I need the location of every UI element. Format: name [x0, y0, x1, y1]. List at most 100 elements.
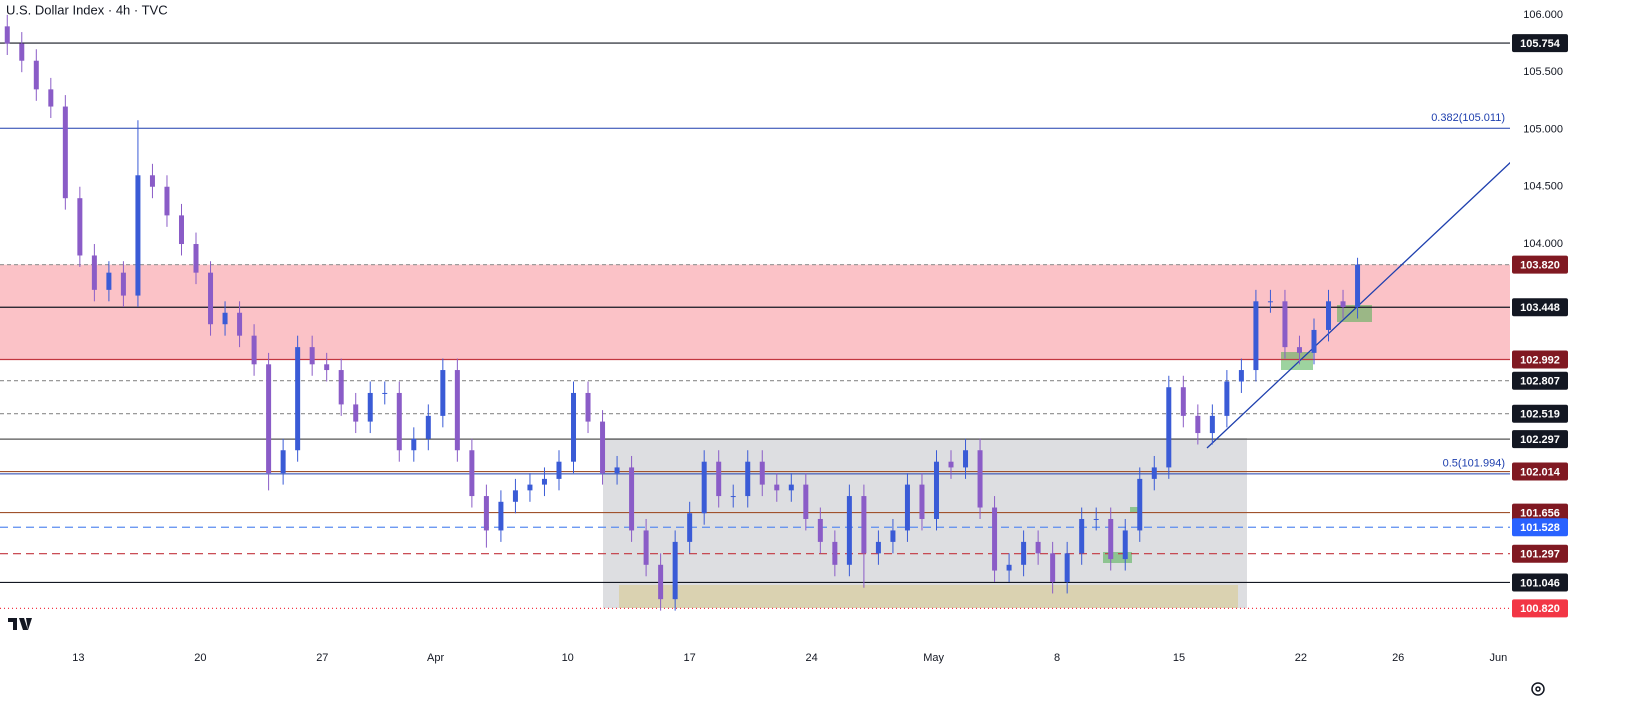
candle-body	[948, 461, 954, 468]
candle-body	[1079, 518, 1085, 554]
candle-body	[788, 484, 794, 491]
y-tick-label: 105.500	[1523, 66, 1563, 78]
x-tick-label: 24	[806, 652, 818, 664]
candle-body	[701, 461, 707, 514]
candle-body	[483, 496, 489, 531]
candle-body	[19, 43, 25, 61]
price-box	[1512, 462, 1568, 481]
logo	[8, 618, 32, 630]
price-box	[1512, 371, 1568, 390]
candle-body	[149, 175, 155, 187]
price-box	[1512, 404, 1568, 423]
candle-body	[629, 467, 635, 531]
candle-body	[1326, 301, 1332, 330]
candle-body	[498, 501, 504, 531]
candle-body	[1355, 264, 1361, 308]
candle-body	[1238, 370, 1244, 382]
candle-body	[309, 347, 315, 365]
price-box	[1512, 518, 1568, 537]
candle-body	[1180, 387, 1186, 416]
highlight-box	[1130, 507, 1141, 513]
y-tick-label: 105.000	[1523, 123, 1563, 135]
candle-body	[251, 335, 257, 365]
x-tick-label: May	[923, 652, 944, 664]
x-tick-label: Apr	[427, 652, 444, 664]
candle-body	[338, 370, 344, 405]
price-box-label: 102.519	[1520, 409, 1560, 421]
x-tick-label: 20	[194, 652, 206, 664]
x-tick-label: 8	[1054, 652, 1060, 664]
price-box-label: 101.528	[1520, 522, 1560, 534]
candle-body	[992, 507, 998, 571]
price-box-label: 103.820	[1520, 260, 1560, 272]
x-tick-label: Jun	[1490, 652, 1508, 664]
candle-body	[367, 392, 373, 422]
price-box	[1512, 255, 1568, 274]
candle-body	[803, 484, 809, 519]
candle-body	[208, 272, 214, 325]
candle-body	[266, 364, 272, 474]
candle-body	[1021, 541, 1027, 565]
candle-body	[875, 541, 881, 554]
candle-body	[62, 106, 68, 199]
candle-body	[222, 312, 228, 325]
price-box-label: 102.297	[1520, 434, 1560, 446]
candle-body	[1006, 564, 1012, 571]
price-box	[1512, 34, 1568, 53]
candle-body	[556, 461, 562, 479]
candle-body	[295, 347, 301, 451]
price-box	[1512, 544, 1568, 563]
candle-body	[1253, 301, 1259, 371]
candle-body	[1166, 387, 1172, 468]
candle-body	[832, 541, 838, 565]
candle-body	[469, 450, 475, 497]
price-box	[1512, 350, 1568, 369]
x-tick-label: 15	[1173, 652, 1185, 664]
y-tick-label: 104.500	[1523, 181, 1563, 193]
candle-body	[774, 484, 780, 491]
price-box-label: 102.014	[1520, 466, 1561, 478]
candle-body	[861, 496, 867, 554]
candle-body	[48, 89, 54, 107]
candle-body	[643, 530, 649, 565]
highlight-box	[1103, 552, 1132, 563]
candle-body	[1064, 553, 1070, 582]
support-box	[619, 585, 1238, 608]
candle-body	[904, 484, 910, 531]
candle-body	[324, 364, 330, 371]
candle-body	[1311, 329, 1317, 353]
candle-body	[1093, 518, 1099, 520]
candle-body	[440, 370, 446, 416]
levels: 0.382(105.011) 0.5(101.994)	[0, 42, 1510, 609]
candle-body	[687, 513, 693, 542]
price-box-label: 105.754	[1520, 38, 1561, 50]
settings-icon[interactable]	[1531, 682, 1545, 696]
candle-body	[411, 438, 417, 451]
x-tick-label: 26	[1392, 652, 1404, 664]
candle-body	[1224, 381, 1230, 416]
candle-body	[977, 450, 983, 508]
y-tick-label: 104.000	[1523, 238, 1563, 250]
candle-body	[1267, 301, 1273, 303]
price-box-label: 101.046	[1520, 577, 1560, 589]
candle-body	[527, 484, 533, 491]
candle-body	[1122, 530, 1128, 560]
candle-body	[396, 392, 402, 451]
candle-body	[585, 392, 591, 422]
candle-body	[1050, 553, 1056, 582]
x-tick-label: 10	[562, 652, 574, 664]
candle-body	[541, 478, 547, 485]
candle-body	[237, 312, 243, 336]
candle-body	[1035, 541, 1041, 554]
candle-body	[1151, 467, 1157, 479]
candle-body	[730, 496, 736, 498]
candle-body	[600, 421, 606, 474]
price-box-label: 102.807	[1520, 376, 1560, 388]
candle-body	[178, 215, 184, 245]
candle-body	[512, 490, 518, 502]
candle-body	[614, 467, 620, 474]
candle-body	[745, 461, 751, 497]
price-box-label: 101.297	[1520, 549, 1560, 561]
candle-body	[454, 370, 460, 451]
